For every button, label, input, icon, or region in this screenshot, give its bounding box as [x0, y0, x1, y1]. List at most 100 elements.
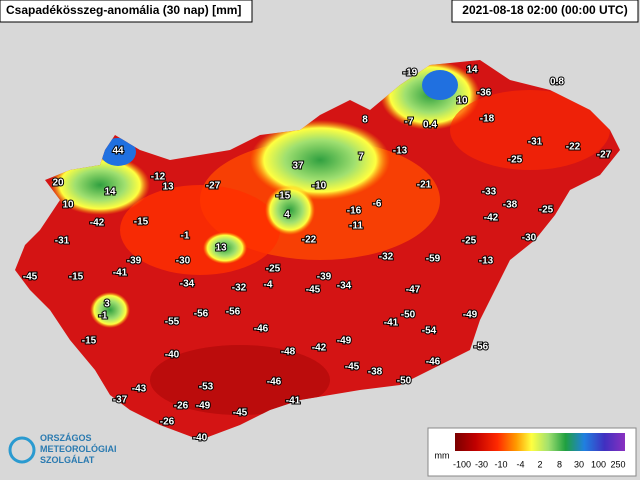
station-value: -56: [226, 307, 241, 318]
station-value: 10: [62, 200, 74, 211]
station-value: -41: [113, 268, 128, 279]
station-value: -48: [281, 347, 296, 358]
logo-text: ORSZÁGOS: [40, 433, 92, 443]
station-value: -53: [199, 382, 214, 393]
title-box: [0, 0, 253, 23]
legend-unit: mm: [435, 450, 450, 460]
legend-bar: [455, 433, 625, 451]
legend-tick-label: 8: [557, 459, 562, 469]
station-value: -50: [397, 376, 412, 387]
timestamp: 2021-08-18 02:00 (00:00 UTC): [462, 3, 627, 17]
station-value: -55: [165, 317, 180, 328]
station-value: 44: [112, 146, 124, 157]
station-value: -34: [337, 281, 352, 292]
station-value: 13: [162, 182, 174, 193]
station-value: -59: [426, 254, 441, 265]
station-value: -45: [345, 362, 360, 373]
station-value: 37: [292, 161, 304, 172]
legend-tick-label: -10: [494, 459, 507, 469]
legend-tick-label: -100: [453, 459, 471, 469]
station-value: -26: [160, 417, 175, 428]
station-value: 14: [104, 187, 116, 198]
station-value: -39: [317, 272, 332, 283]
station-value: -11: [349, 221, 363, 232]
station-value: -12: [151, 172, 166, 183]
station-value: -39: [127, 256, 142, 267]
station-value: -38: [368, 367, 383, 378]
station-value: -42: [484, 213, 499, 224]
station-value: -22: [566, 142, 581, 153]
station-value: -13: [393, 146, 408, 157]
station-value: -15: [69, 272, 84, 283]
station-value: -40: [193, 433, 208, 444]
station-value: -56: [194, 309, 209, 320]
station-value: -19: [403, 68, 418, 79]
station-value: -45: [233, 408, 248, 419]
station-value: -7: [405, 117, 414, 128]
station-value: -45: [306, 285, 321, 296]
station-value: 13: [215, 243, 227, 254]
legend-tick-label: 250: [610, 459, 625, 469]
station-value: 0.8: [550, 77, 564, 88]
time-box: [451, 0, 639, 23]
station-value: -32: [232, 283, 247, 294]
logo-text: METEOROLÓGIAI: [40, 443, 117, 454]
station-value: 4: [284, 210, 290, 221]
legend-tick-label: 100: [591, 459, 606, 469]
station-value: 14: [466, 65, 478, 76]
station-value: -15: [82, 336, 97, 347]
title: Csapadékösszeg-anomália (30 nap) [mm]: [6, 3, 241, 17]
station-value: -30: [176, 256, 191, 267]
station-value: -1: [99, 311, 108, 322]
station-value: 7: [358, 152, 364, 163]
legend-tick-label: -4: [516, 459, 524, 469]
station-value: -27: [206, 181, 221, 192]
station-value: -15: [276, 191, 291, 202]
station-value: -26: [174, 401, 189, 412]
station-value: -41: [286, 396, 301, 407]
station-value: 3: [104, 299, 110, 310]
station-value: -4: [264, 280, 273, 291]
legend-tick-label: 2: [537, 459, 542, 469]
station-value: 10: [456, 96, 468, 107]
legend-tick-label: -30: [475, 459, 488, 469]
station-value: -38: [503, 200, 518, 211]
station-value: -25: [462, 236, 477, 247]
station-value: -30: [522, 233, 537, 244]
station-value: -46: [426, 357, 441, 368]
station-value: -45: [23, 272, 38, 283]
station-value: -54: [422, 326, 437, 337]
station-value: -50: [401, 310, 416, 321]
station-value: -41: [384, 318, 399, 329]
station-value: 20: [52, 178, 64, 189]
logo: ORSZÁGOS METEOROLÓGIAI SZOLGÁLAT: [8, 433, 117, 465]
station-value: -21: [417, 180, 432, 191]
station-value: -47: [406, 285, 421, 296]
station-value: 8: [362, 115, 368, 126]
station-value: -18: [480, 114, 495, 125]
station-value: -1: [181, 231, 190, 242]
station-value: -31: [55, 236, 70, 247]
station-value: -27: [597, 150, 612, 161]
station-value: -42: [312, 343, 327, 354]
station-value: -56: [474, 342, 489, 353]
station-value: -15: [134, 217, 149, 228]
station-value: -22: [302, 235, 317, 246]
station-value: -42: [90, 218, 105, 229]
station-value: -36: [477, 88, 492, 99]
station-value: -13: [479, 256, 494, 267]
station-value: -49: [196, 401, 211, 412]
logo-icon: [8, 436, 36, 464]
station-value: -46: [267, 377, 282, 388]
legend-tick-label: 30: [574, 459, 584, 469]
station-value: -6: [373, 199, 382, 210]
station-value: -25: [539, 205, 554, 216]
station-value: -10: [312, 181, 327, 192]
station-value: -40: [165, 350, 180, 361]
station-value: -49: [463, 310, 478, 321]
station-value: -16: [347, 206, 362, 217]
station-value: -25: [508, 155, 523, 166]
station-value: -32: [379, 252, 394, 263]
logo-text: SZOLGÁLAT: [40, 455, 95, 465]
